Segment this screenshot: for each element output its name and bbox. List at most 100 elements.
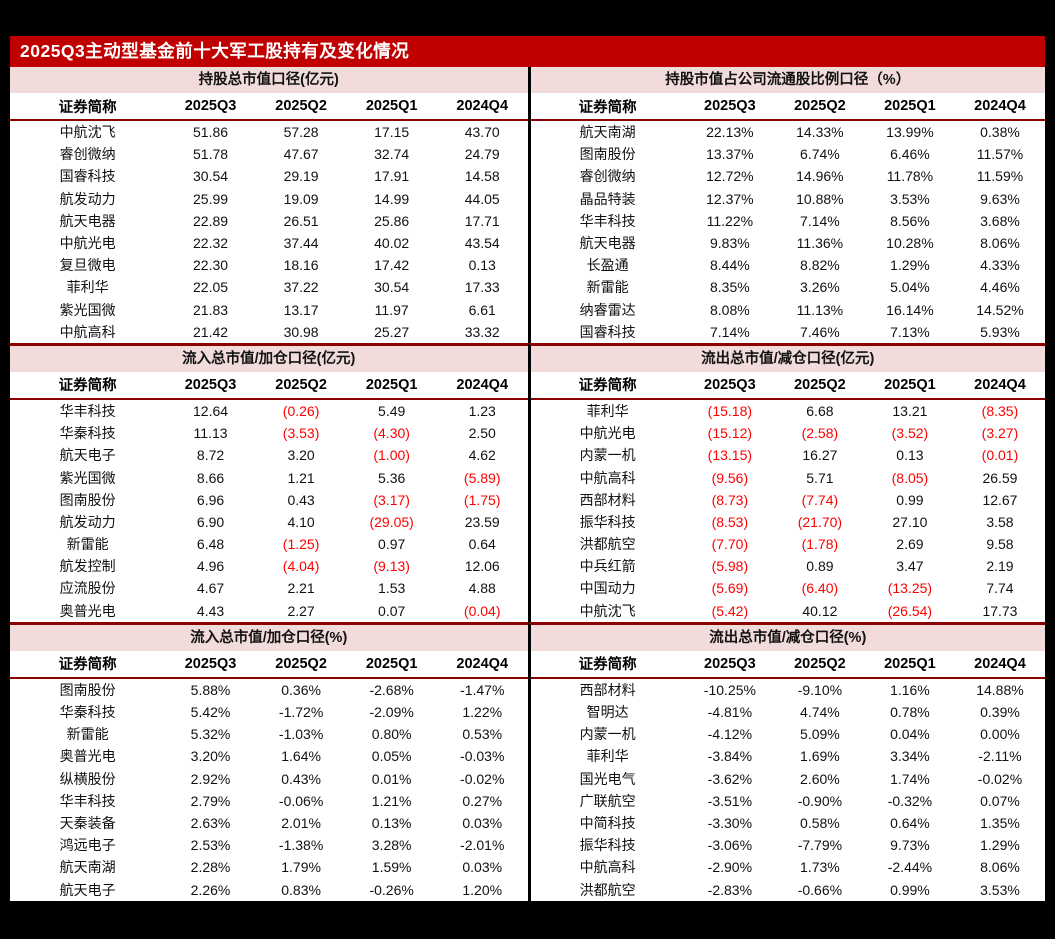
value-cell: 8.08% bbox=[710, 301, 750, 318]
stock-name-cell: 华丰科技 bbox=[579, 212, 636, 229]
value-cell: -0.06% bbox=[278, 792, 324, 809]
value-cell: (3.27) bbox=[981, 425, 1019, 442]
stock-name-cell: 紫光国微 bbox=[59, 301, 116, 318]
table-body: 图南股份 5.88% 0.36% -2.68% -1.47% 华秦科技 5.42% -1.72… bbox=[10, 678, 528, 901]
value-cell: 5.88% bbox=[190, 681, 231, 698]
value-cell: 0.00% bbox=[980, 726, 1020, 743]
value-cell: 40.02 bbox=[374, 235, 410, 252]
stock-name-cell: 航天南湖 bbox=[579, 124, 636, 141]
value-cell: -2.11% bbox=[978, 748, 1022, 765]
table-body: 华丰科技 12.64 (0.26) 5.49 1.23 华秦科技 11.13 (3.53) (4… bbox=[10, 399, 528, 622]
table-row: 中航沈飞 (5.42) 40.12 (26.54) 17.73 bbox=[531, 600, 1046, 622]
data-table: 证券简称 2025Q3 2025Q2 2025Q1 2024Q4 中航沈飞 51.86 57… bbox=[10, 93, 528, 343]
value-cell: 24.79 bbox=[464, 146, 500, 163]
stock-name-cell: 洪都航空 bbox=[579, 881, 636, 898]
value-cell: 2.60% bbox=[800, 770, 840, 787]
table-row: 新雷能 5.32% -1.03% 0.80% 0.53% bbox=[10, 723, 528, 745]
column-header-quarter: 2025Q3 bbox=[684, 650, 775, 679]
value-cell: (8.05) bbox=[891, 469, 929, 486]
stock-name-cell: 鸿远电子 bbox=[59, 837, 116, 854]
column-header-quarter: 2025Q1 bbox=[346, 371, 437, 400]
value-cell: 2.19 bbox=[986, 558, 1014, 575]
value-cell: 17.33 bbox=[464, 279, 500, 296]
value-cell: 25.99 bbox=[193, 190, 229, 207]
table-row: 国光电气 -3.62% 2.60% 1.74% -0.02% bbox=[531, 768, 1046, 790]
value-cell: (7.74) bbox=[801, 491, 839, 508]
value-cell: 4.74% bbox=[800, 704, 840, 721]
stock-name-cell: 华丰科技 bbox=[59, 402, 116, 419]
value-cell: (1.00) bbox=[373, 447, 410, 464]
column-header-quarter: 2025Q3 bbox=[684, 371, 775, 400]
value-cell: (9.13) bbox=[373, 558, 410, 575]
table-row: 应流股份 4.67 2.21 1.53 4.88 bbox=[10, 577, 528, 599]
value-cell: -2.44% bbox=[887, 859, 933, 876]
table-section: 流出总市值/减仓口径(亿元) 证券简称 2025Q3 2025Q2 2025Q1 202… bbox=[527, 342, 1046, 622]
table-row: 奥普光电 3.20% 1.64% 0.05% -0.03% bbox=[10, 745, 528, 767]
value-cell: 1.79% bbox=[281, 859, 321, 876]
column-header-quarter: 2024Q4 bbox=[954, 371, 1045, 400]
stock-name-cell: 菲利华 bbox=[66, 279, 109, 296]
stock-name-cell: 图南股份 bbox=[59, 491, 116, 508]
section-title: 持股市值占公司流通股比例口径（%） bbox=[530, 67, 1045, 93]
table-row: 航天电子 2.26% 0.83% -0.26% 1.20% bbox=[10, 878, 528, 900]
value-cell: 6.61 bbox=[468, 301, 496, 318]
table-row: 中简科技 -3.30% 0.58% 0.64% 1.35% bbox=[531, 812, 1046, 834]
table-row: 华丰科技 11.22% 7.14% 8.56% 3.68% bbox=[531, 210, 1046, 232]
value-cell: 3.20 bbox=[287, 447, 315, 464]
stock-name-cell: 华秦科技 bbox=[59, 425, 116, 442]
value-cell: (29.05) bbox=[369, 513, 414, 530]
value-cell: 11.59% bbox=[976, 168, 1024, 185]
value-cell: 3.53% bbox=[890, 190, 930, 207]
value-cell: (2.58) bbox=[801, 425, 839, 442]
value-cell: 2.50 bbox=[468, 425, 496, 442]
column-header-stock: 证券简称 bbox=[10, 93, 166, 121]
table-row: 长盈通 8.44% 8.82% 1.29% 4.33% bbox=[531, 254, 1046, 276]
value-cell: 7.46% bbox=[800, 323, 840, 340]
value-cell: -1.47% bbox=[460, 681, 505, 698]
stock-name-cell: 国光电气 bbox=[579, 770, 636, 787]
table-row: 中航光电 22.32 37.44 40.02 43.54 bbox=[10, 232, 528, 254]
value-cell: 1.29% bbox=[980, 837, 1020, 854]
value-cell: 43.54 bbox=[464, 235, 500, 252]
stock-name-cell: 广联航空 bbox=[579, 792, 636, 809]
value-cell: -0.26% bbox=[369, 881, 414, 898]
value-cell: 19.09 bbox=[283, 190, 319, 207]
value-cell: 4.62 bbox=[468, 447, 496, 464]
table-row: 振华科技 (8.53) (21.70) 27.10 3.58 bbox=[531, 511, 1046, 533]
value-cell: 4.88 bbox=[468, 580, 496, 597]
table-row: 菲利华 (15.18) 6.68 13.21 (8.35) bbox=[531, 399, 1046, 422]
value-cell: 22.30 bbox=[193, 257, 229, 274]
value-cell: -4.81% bbox=[707, 704, 753, 721]
value-cell: (5.98) bbox=[711, 558, 749, 575]
value-cell: 14.96% bbox=[796, 168, 844, 185]
value-cell: 0.03% bbox=[462, 814, 503, 831]
stock-name-cell: 振华科技 bbox=[579, 837, 636, 854]
value-cell: 0.53% bbox=[462, 726, 503, 743]
column-header-quarter: 2025Q3 bbox=[165, 93, 256, 121]
table-row: 鸿远电子 2.53% -1.38% 3.28% -2.01% bbox=[10, 834, 528, 856]
column-header-quarter: 2024Q4 bbox=[436, 650, 528, 679]
table-row: 紫光国微 21.83 13.17 11.97 6.61 bbox=[10, 299, 528, 321]
value-cell: 0.99% bbox=[890, 881, 930, 898]
value-cell: 0.39% bbox=[980, 704, 1020, 721]
table-row: 纳睿雷达 8.08% 11.13% 16.14% 14.52% bbox=[531, 299, 1046, 321]
value-cell: 0.43 bbox=[287, 491, 315, 508]
value-cell: 1.35% bbox=[980, 814, 1020, 831]
value-cell: 3.68% bbox=[980, 212, 1020, 229]
table-row: 奥普光电 4.43 2.27 0.07 (0.04) bbox=[10, 600, 528, 622]
value-cell: 22.13% bbox=[706, 124, 754, 141]
table-row: 华丰科技 12.64 (0.26) 5.49 1.23 bbox=[10, 399, 528, 422]
value-cell: (9.56) bbox=[711, 469, 749, 486]
value-cell: 0.13% bbox=[371, 814, 412, 831]
table-row: 菲利华 -3.84% 1.69% 3.34% -2.11% bbox=[531, 745, 1046, 767]
value-cell: 21.83 bbox=[193, 301, 229, 318]
stock-name-cell: 复旦微电 bbox=[59, 257, 116, 274]
stock-name-cell: 振华科技 bbox=[579, 513, 636, 530]
value-cell: (0.01) bbox=[981, 447, 1019, 464]
value-cell: 17.42 bbox=[374, 257, 410, 274]
stock-name-cell: 华丰科技 bbox=[59, 792, 116, 809]
value-cell: 7.13% bbox=[890, 323, 930, 340]
value-cell: 6.48 bbox=[196, 536, 225, 553]
value-cell: (26.54) bbox=[887, 602, 933, 619]
value-cell: 0.07% bbox=[980, 792, 1020, 809]
